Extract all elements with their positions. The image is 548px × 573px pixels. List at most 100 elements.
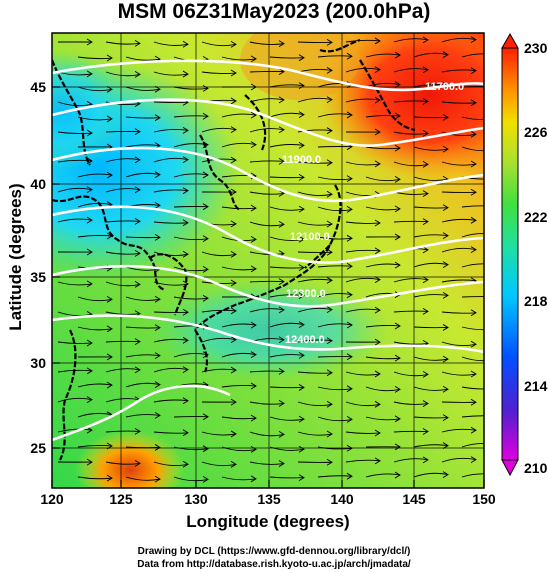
streamline-arrow [442, 385, 449, 393]
streamline [269, 266, 305, 269]
streamline [461, 415, 484, 418]
streamline-arrow [250, 414, 257, 422]
streamline [153, 221, 189, 224]
credit-drawing: Drawing by DCL (https://www.gfd-dennou.o… [137, 546, 411, 557]
streamline [413, 326, 449, 329]
streamline [269, 322, 305, 328]
streamline-arrow [86, 129, 93, 137]
streamline-arrow [202, 84, 209, 92]
streamline-arrow [470, 246, 477, 253]
streamline [269, 354, 305, 358]
streamline [201, 127, 237, 133]
streamline-arrow [250, 265, 257, 273]
streamline [105, 220, 141, 223]
streamline-arrow [422, 97, 429, 105]
streamline [57, 341, 93, 344]
streamline-arrow [422, 276, 429, 284]
streamline [153, 157, 189, 163]
streamline [221, 446, 257, 452]
streamline [269, 56, 305, 59]
streamline-arrow [346, 234, 353, 242]
streamline-arrow [230, 366, 237, 374]
streamline-arrow [326, 430, 333, 438]
streamline-arrow [106, 442, 113, 450]
streamline [249, 308, 285, 313]
streamline [201, 431, 237, 436]
streamline [413, 146, 449, 151]
streamline-arrow [250, 141, 257, 149]
streamline [413, 294, 449, 298]
streamline [441, 279, 477, 283]
colorbar-tick-226: 226 [524, 124, 548, 140]
streamline-arrow [154, 171, 161, 178]
streamline-arrow [374, 128, 381, 136]
streamline-arrow [202, 171, 209, 179]
streamline [393, 131, 429, 135]
contour-label-3: 12100.0 [290, 231, 330, 243]
streamline-arrow [86, 186, 93, 194]
streamline [441, 37, 477, 43]
streamline [105, 71, 141, 77]
streamline [393, 38, 429, 43]
streamline-arrow [106, 353, 113, 361]
streamline-arrow [278, 460, 285, 467]
streamline-arrow [202, 413, 209, 421]
streamline-arrow [298, 384, 305, 391]
streamline-arrow [422, 66, 429, 74]
streamline-arrow [326, 190, 333, 198]
streamline-arrow [250, 475, 257, 483]
streamline-arrow [422, 428, 429, 435]
contour-label-5: 12400.0 [285, 334, 325, 346]
streamline [221, 385, 257, 388]
streamline-arrow [298, 111, 305, 118]
streamline [461, 116, 484, 121]
streamline-arrow [442, 204, 449, 212]
colorbar [501, 32, 519, 477]
streamline [125, 476, 161, 481]
streamline [345, 67, 381, 73]
streamline [125, 56, 161, 61]
streamline-arrow [442, 471, 449, 478]
streamline [345, 277, 381, 283]
warm-core-northeast [320, 33, 484, 180]
streamline-arrow [106, 85, 113, 93]
streamline [441, 457, 477, 463]
streamline-arrow [346, 444, 353, 452]
streamline [153, 101, 189, 103]
streamline [317, 265, 353, 268]
streamline [153, 338, 189, 343]
streamline-arrow [86, 38, 93, 46]
streamline-arrow [346, 472, 353, 480]
streamline-arrow [230, 307, 237, 315]
x-tick-130: 130 [184, 491, 208, 507]
streamline [249, 98, 285, 103]
streamline [297, 97, 333, 103]
streamline [297, 191, 333, 196]
streamline [77, 86, 113, 92]
streamline-arrow [134, 338, 141, 345]
streamline [153, 251, 189, 256]
streamline [77, 202, 113, 208]
streamline-arrow [422, 36, 429, 44]
streamline-arrow [154, 202, 161, 209]
streamline [77, 326, 113, 331]
streamline-arrow [374, 429, 381, 437]
streamline [269, 144, 305, 148]
streamline-arrow [491, 472, 496, 478]
streamline [365, 206, 401, 211]
streamline-arrow [298, 415, 305, 423]
streamline-arrow [298, 264, 305, 272]
streamline-arrow [374, 306, 381, 314]
streamline [317, 113, 353, 118]
streamline-arrow [202, 266, 209, 273]
streamline-arrow [326, 220, 333, 228]
streamline [173, 296, 209, 300]
streamline [317, 176, 353, 181]
x-tick-145: 145 [402, 491, 426, 507]
streamline-arrow [326, 458, 333, 466]
streamline-arrow [182, 336, 189, 344]
streamline-arrow [346, 111, 353, 119]
streamline [365, 356, 401, 360]
streamline [173, 86, 209, 90]
streamline-arrow [278, 68, 285, 76]
